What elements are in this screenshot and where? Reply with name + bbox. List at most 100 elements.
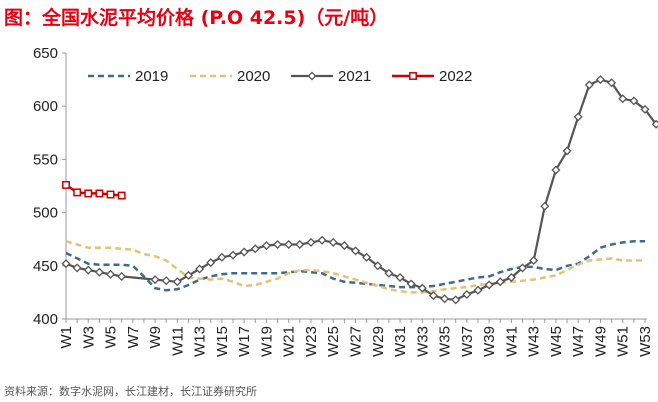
data-point-2021	[373, 261, 383, 271]
x-tick-label: W1	[58, 326, 75, 349]
data-point-2021	[518, 263, 528, 273]
data-point-2021	[228, 250, 238, 260]
x-tick-label: W11	[169, 326, 186, 356]
x-tick-label: W17	[236, 326, 253, 357]
data-point-2021	[350, 246, 361, 256]
x-tick-label: W37	[459, 326, 476, 357]
x-tick-label: W9	[147, 326, 164, 349]
y-tick-label: 450	[33, 258, 58, 275]
data-point-2021	[161, 276, 171, 286]
x-axis: W1 W3 W5 W7 W9 W11 W13 W15 W17 W19 W21 W23 W25 W27 W29…	[58, 318, 654, 357]
x-tick-label: W33	[414, 326, 431, 357]
x-tick-label: W43	[526, 326, 543, 357]
data-point-2021	[428, 291, 438, 301]
data-point-2021	[295, 240, 305, 250]
legend: 2019 2020 2021 2022	[88, 68, 472, 85]
data-point-2021	[72, 263, 82, 273]
legend-label-2022: 2022	[439, 68, 472, 85]
data-point-2021	[629, 96, 639, 106]
data-point-2021	[150, 275, 160, 285]
data-point-2021	[584, 80, 594, 90]
x-tick-label: W53	[637, 326, 654, 357]
page-title: 图：全国水泥平均价格 (P.O 42.5)（元/吨）	[4, 7, 389, 29]
data-point-2021	[94, 267, 104, 277]
series-line-2020	[65, 240, 645, 294]
data-point-2021	[83, 265, 93, 275]
y-tick-label: 400	[33, 311, 58, 328]
data-point-2022	[73, 188, 82, 197]
x-tick-label: W3	[80, 326, 97, 349]
data-point-2021	[440, 294, 450, 304]
data-point-2021	[195, 264, 205, 274]
legend-marker-2021	[307, 71, 317, 81]
x-tick-label: W15	[214, 326, 231, 357]
source-note: 资料来源：数字水泥网，长江建材，长江证券研究所	[4, 385, 257, 398]
data-point-2021	[607, 78, 617, 88]
data-point-2021	[473, 285, 483, 295]
data-point-2022	[95, 189, 104, 198]
data-point-2021	[651, 119, 658, 129]
series-line-2021	[65, 78, 658, 301]
legend-label-2021: 2021	[338, 68, 371, 85]
x-tick-label: W45	[548, 326, 565, 357]
x-tick-label: W49	[592, 326, 609, 357]
x-tick-label: W25	[325, 326, 342, 357]
data-point-2021	[117, 271, 127, 281]
data-point-2021	[595, 75, 605, 85]
x-tick-label: W13	[192, 326, 209, 357]
data-point-2021	[273, 240, 283, 250]
data-point-2021	[106, 269, 116, 279]
data-point-2021	[183, 270, 194, 280]
x-tick-label: W31	[392, 326, 409, 357]
data-point-2021	[284, 240, 294, 250]
series-layer	[61, 75, 658, 305]
data-point-2022	[84, 189, 93, 198]
data-point-2021	[562, 146, 572, 156]
x-tick-label: W35	[437, 326, 454, 357]
data-point-2021	[339, 241, 349, 251]
data-point-2021	[261, 241, 271, 251]
data-point-2021	[573, 112, 583, 122]
data-point-2022	[117, 191, 126, 200]
x-tick-label: W27	[348, 326, 365, 357]
x-tick-label: W47	[570, 326, 587, 357]
data-point-2021	[618, 94, 628, 104]
x-tick-label: W41	[503, 326, 520, 357]
data-point-2021	[495, 277, 505, 287]
legend-label-2019: 2019	[135, 68, 168, 85]
data-point-2021	[317, 235, 327, 245]
data-point-2021	[551, 165, 561, 175]
x-tick-label: W29	[370, 326, 387, 357]
x-tick-label: W7	[125, 326, 142, 349]
data-point-2021	[306, 237, 316, 247]
x-tick-label: W21	[281, 326, 298, 357]
data-point-2021	[172, 277, 182, 287]
y-tick-label: 500	[33, 205, 58, 222]
data-point-2021	[406, 279, 416, 289]
y-tick-label: 600	[33, 98, 58, 115]
data-point-2021	[362, 252, 372, 262]
x-tick-label: W39	[481, 326, 498, 357]
data-point-2021	[417, 283, 427, 293]
data-point-2021	[250, 244, 260, 254]
legend-marker-2022	[409, 72, 417, 80]
data-point-2021	[451, 295, 461, 305]
data-point-2021	[540, 201, 550, 211]
data-point-2022	[106, 190, 115, 199]
data-point-2021	[217, 252, 227, 262]
data-point-2021	[506, 272, 516, 283]
data-point-2021	[484, 280, 494, 290]
x-tick-label: W19	[258, 326, 275, 357]
x-tick-label: W23	[303, 326, 320, 357]
x-tick-label: W5	[103, 326, 120, 349]
data-point-2021	[395, 272, 405, 283]
legend-label-2020: 2020	[237, 68, 270, 85]
series-line-2019	[65, 240, 645, 292]
data-point-2021	[206, 258, 216, 268]
data-point-2021	[462, 290, 472, 300]
data-point-2021	[61, 259, 71, 269]
data-point-2021	[640, 104, 650, 114]
y-tick-label: 550	[33, 151, 58, 168]
data-point-2021	[529, 255, 539, 265]
